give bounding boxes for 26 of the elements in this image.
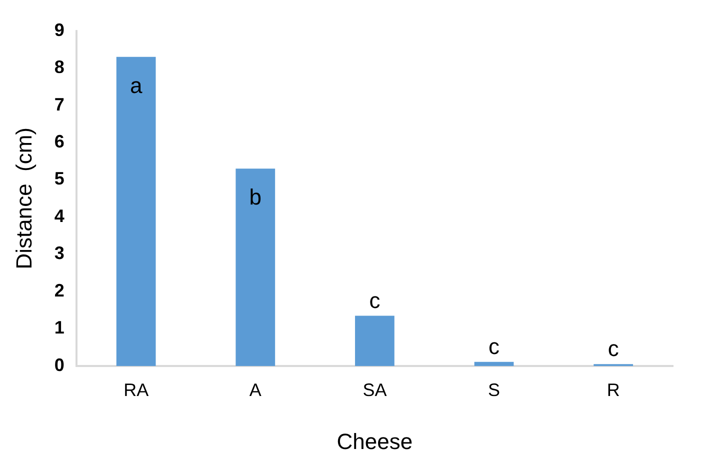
y-tick-label: 0	[54, 354, 64, 375]
x-tick-label: S	[488, 380, 500, 400]
y-tick-label: 6	[54, 132, 64, 152]
x-tick-label: A	[249, 380, 262, 400]
y-tick-label: 8	[54, 57, 64, 78]
x-tick-label: R	[606, 380, 620, 400]
y-tick-label: 1	[54, 318, 64, 338]
y-tick-label: 9	[54, 20, 64, 40]
bar	[355, 316, 394, 366]
y-tick-label: 7	[54, 94, 64, 114]
y-tick-label: 5	[54, 168, 64, 189]
bar	[236, 168, 276, 366]
y-axis-title: Distance (cm)	[11, 128, 36, 270]
x-tick-label: RA	[124, 380, 149, 400]
annotation: c	[488, 334, 500, 359]
x-axis-title: Cheese	[336, 428, 413, 454]
annotation: c	[369, 288, 380, 313]
y-tick-label: 3	[54, 243, 64, 264]
bar	[474, 362, 514, 366]
y-tick-label: 4	[54, 206, 64, 226]
y-tick-label: 2	[54, 280, 64, 300]
bar	[116, 56, 156, 366]
annotation: c	[608, 336, 619, 362]
annotation: a	[130, 72, 143, 98]
annotation: b	[249, 184, 262, 210]
x-tick-label: SA	[362, 380, 387, 400]
